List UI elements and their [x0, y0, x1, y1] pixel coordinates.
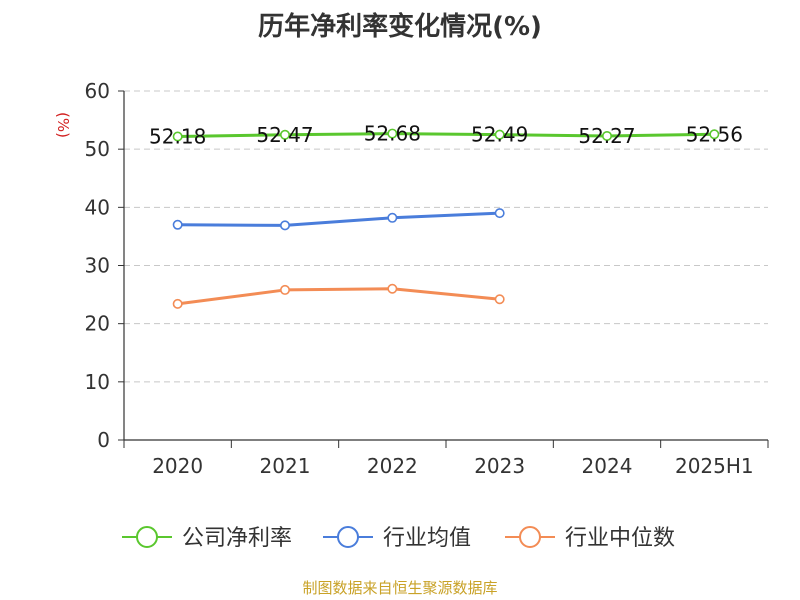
- data-source-note: 制图数据来自恒生聚源数据库: [302, 579, 498, 597]
- x-tick-label: 2020: [152, 454, 203, 478]
- legend-marker-industry-median: [519, 526, 541, 548]
- y-tick-label: 50: [85, 137, 110, 161]
- y-tick-label: 40: [85, 195, 110, 219]
- data-label: 52.68: [364, 122, 421, 146]
- x-tick-label: 2023: [474, 454, 525, 478]
- company-net-margin-point: [709, 129, 720, 140]
- industry-median-line: [177, 287, 500, 306]
- y-tick-label: 20: [85, 312, 110, 336]
- company-net-margin-point: [601, 130, 612, 141]
- legend-marker-industry-average: [337, 526, 359, 548]
- company-net-margin-point: [279, 129, 290, 140]
- industry-median-point: [387, 283, 398, 294]
- industry-median-point: [172, 298, 183, 309]
- data-label: 52.18: [149, 124, 206, 148]
- company-net-margin-point: [387, 128, 398, 139]
- company-net-margin-line: [177, 132, 715, 138]
- data-label: 52.49: [471, 123, 528, 147]
- industry-average-point: [387, 212, 398, 223]
- industry-average-point: [494, 208, 505, 219]
- x-tick-label: 2024: [582, 454, 633, 478]
- legend-label-industry-average: 行业均值: [383, 526, 471, 551]
- data-label: 52.27: [578, 124, 635, 148]
- data-label: 52.56: [686, 122, 743, 146]
- legend-label-industry-median: 行业中位数: [565, 526, 675, 551]
- legend-marker-company-net-margin: [136, 526, 158, 548]
- industry-median-point: [494, 294, 505, 305]
- y-tick-label: 0: [97, 428, 110, 452]
- y-tick-label: 60: [85, 79, 110, 103]
- y-tick-label: 10: [85, 370, 110, 394]
- x-tick-label: 2022: [367, 454, 418, 478]
- industry-median-point: [279, 284, 290, 295]
- x-tick-label: 2025H1: [675, 454, 754, 478]
- industry-average-line: [177, 211, 500, 227]
- x-tick-label: 2021: [260, 454, 311, 478]
- y-tick-label: 30: [85, 254, 110, 278]
- company-net-margin-point: [172, 131, 183, 142]
- industry-average-point: [172, 219, 183, 230]
- industry-average-point: [279, 220, 290, 231]
- chart-title: 历年净利率变化情况(%): [258, 12, 542, 42]
- legend-label-company-net-margin: 公司净利率: [182, 526, 292, 551]
- data-label: 52.47: [256, 123, 313, 147]
- company-net-margin-point: [494, 129, 505, 140]
